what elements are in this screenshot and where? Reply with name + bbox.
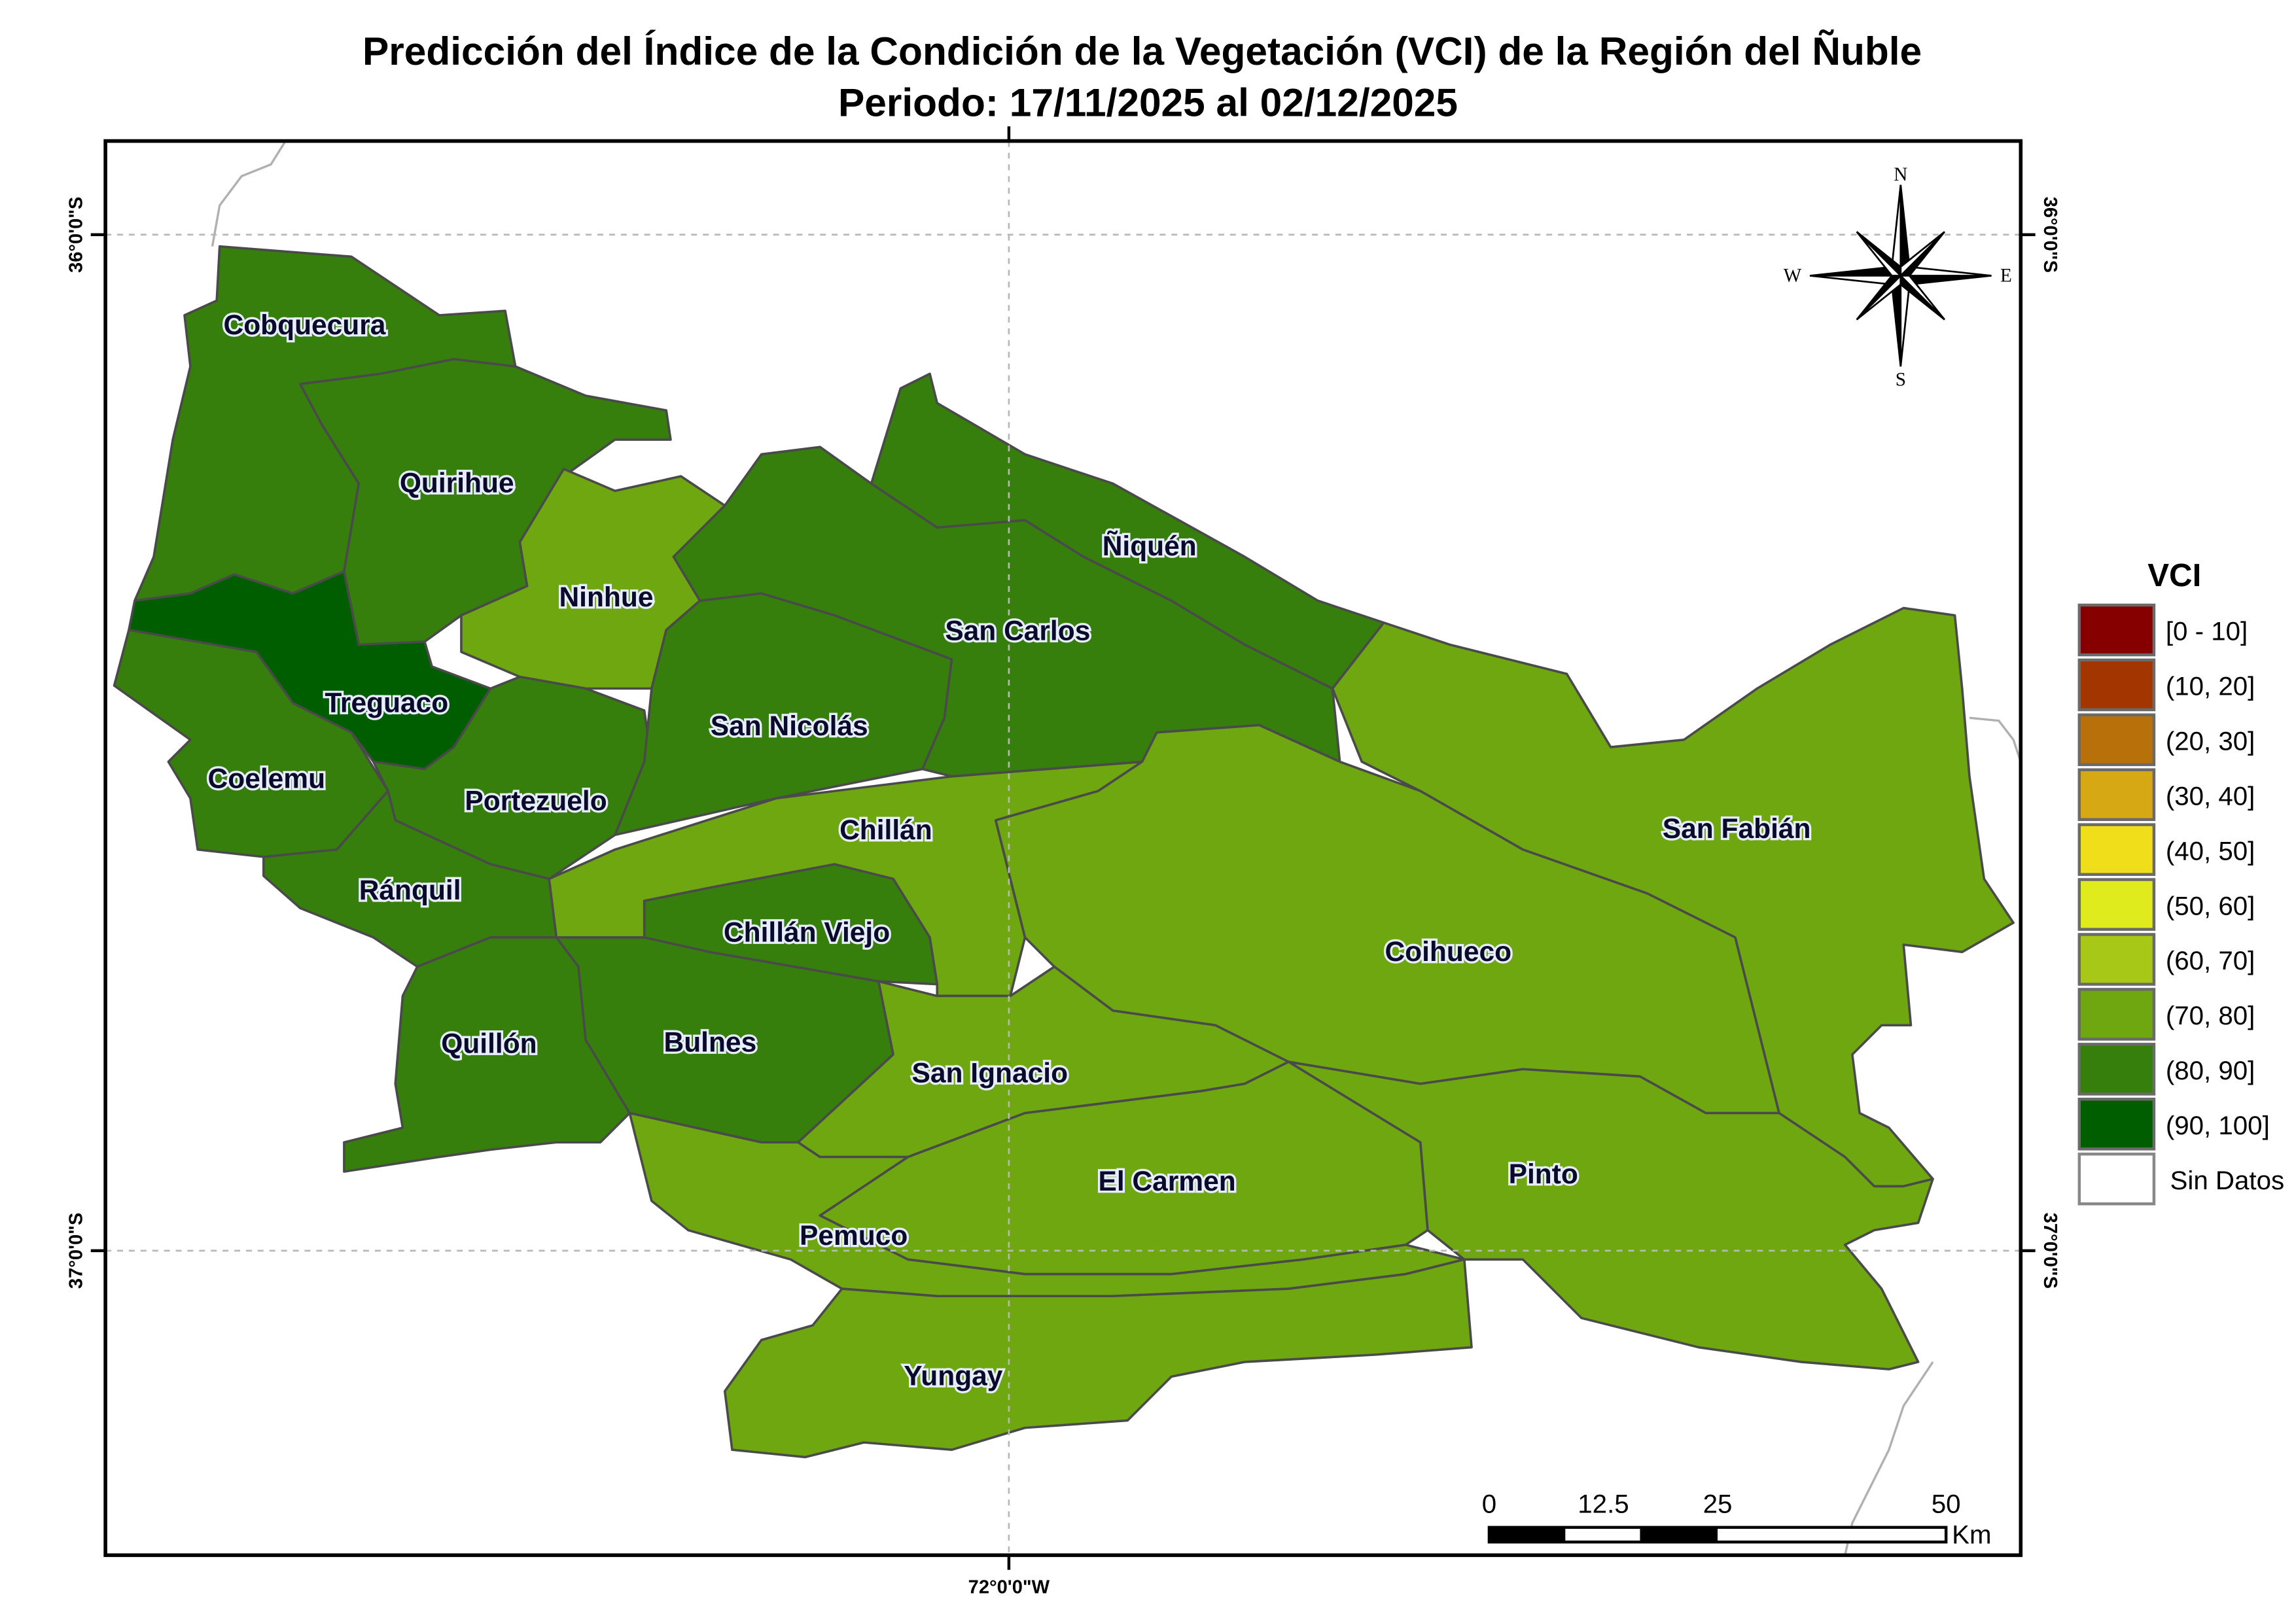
legend-swatch bbox=[2077, 823, 2156, 876]
legend-label: (40, 50] bbox=[2166, 836, 2255, 865]
lon-label-bottom: 72°0'0"W bbox=[968, 1577, 1050, 1598]
comuna-label-quirihue: Quirihue bbox=[400, 468, 514, 499]
east-label: E bbox=[2000, 265, 2012, 286]
legend-swatch bbox=[2077, 768, 2156, 822]
comuna-label-niquen: Ñiquén bbox=[1103, 531, 1197, 562]
south-label: S bbox=[1896, 369, 1906, 390]
map-title: Predicción del Índice de la Condición de… bbox=[362, 29, 1922, 73]
comuna-label-cobquecura: Cobquecura bbox=[224, 310, 386, 341]
comuna-label-coelemu: Coelemu bbox=[208, 764, 325, 795]
comuna-label-pinto: Pinto bbox=[1509, 1159, 1578, 1190]
legend-swatch bbox=[2077, 1152, 2156, 1206]
comuna-label-san-carlos: San Carlos bbox=[945, 616, 1090, 647]
scale-tick-0: 0 bbox=[1482, 1489, 1496, 1518]
legend-label: Sin Datos bbox=[2170, 1166, 2285, 1195]
legend-swatch bbox=[2077, 933, 2156, 986]
comuna-label-ninhue: Ninhue bbox=[559, 582, 653, 613]
comuna-label-quillon: Quillón bbox=[441, 1029, 537, 1060]
lat-label-right-top: 36°0'0"S bbox=[2040, 197, 2060, 273]
legend-label: (80, 90] bbox=[2166, 1056, 2255, 1085]
comuna-label-chillan: Chillán bbox=[839, 815, 932, 846]
lat-label-left-top: 36°0'0"S bbox=[65, 197, 86, 273]
lat-label-right-bottom: 37°0'0"S bbox=[2040, 1213, 2060, 1289]
scale-tick-50: 50 bbox=[1932, 1489, 1961, 1518]
map-subtitle: Periodo: 17/11/2025 al 02/12/2025 bbox=[838, 80, 1458, 125]
legend-label: (90, 100] bbox=[2166, 1111, 2270, 1140]
legend-swatch bbox=[2077, 988, 2156, 1041]
scale-tick-12.5: 12.5 bbox=[1578, 1489, 1629, 1518]
north-label: N bbox=[1894, 164, 1907, 185]
comuna-label-san-fabian: San Fabián bbox=[1663, 814, 1811, 845]
comuna-niquen bbox=[870, 372, 1385, 690]
comuna-pinto bbox=[1287, 1060, 1934, 1370]
west-label: W bbox=[1784, 265, 1802, 286]
lat-label-left-bottom: 37°0'0"S bbox=[65, 1213, 86, 1289]
north-arrow-icon: N S E W bbox=[1784, 164, 2012, 390]
comuna-label-portezuelo: Portezuelo bbox=[465, 786, 607, 816]
comuna-labels: Cobquecura Quirihue Ninhue Treguaco Coelemu P… bbox=[205, 308, 1813, 1395]
comuna-label-ranquil: Ránquil bbox=[359, 875, 461, 906]
comuna-label-san-ignacio: San Ignacio bbox=[912, 1058, 1069, 1089]
legend-label: (70, 80] bbox=[2166, 1001, 2255, 1030]
legend-label: (20, 30] bbox=[2166, 727, 2255, 756]
scale-unit: Km bbox=[1952, 1520, 1991, 1549]
legend-swatch bbox=[2077, 603, 2156, 657]
legend-label: (30, 40] bbox=[2166, 781, 2255, 811]
legend-swatch bbox=[2077, 1043, 2156, 1096]
comuna-pemuco bbox=[628, 1111, 1466, 1298]
legend-swatch bbox=[2077, 713, 2156, 767]
legend-title: VCI bbox=[2147, 557, 2201, 593]
legend-label: (10, 20] bbox=[2166, 672, 2255, 701]
comunas-layer bbox=[113, 245, 2015, 1459]
map-frame bbox=[103, 139, 2023, 1558]
scale-tick-25: 25 bbox=[1703, 1489, 1733, 1518]
legend: VCI [0 - 10] (10, 20] (20, 30] (30, 40] (40,… bbox=[2077, 557, 2285, 1206]
comuna-label-bulnes: Bulnes bbox=[664, 1028, 757, 1058]
comuna-label-pemuco: Pemuco bbox=[800, 1221, 908, 1251]
region-border-line bbox=[1969, 716, 2022, 762]
comuna-label-yungay: Yungay bbox=[904, 1361, 1003, 1392]
legend-swatch bbox=[2077, 658, 2156, 712]
comuna-yungay bbox=[723, 1258, 1473, 1459]
legend-swatch bbox=[2077, 1098, 2156, 1151]
comuna-label-coihueco: Coihueco bbox=[1385, 937, 1511, 968]
legend-label: (60, 70] bbox=[2166, 946, 2255, 975]
region-border-line bbox=[211, 140, 287, 247]
comuna-label-treguaco: Treguaco bbox=[325, 688, 448, 718]
comuna-label-san-nicolas: San Nicolás bbox=[711, 711, 868, 742]
scale-bar: 0 12.5 25 50 Km bbox=[1482, 1489, 1992, 1549]
legend-label: [0 - 10] bbox=[2166, 617, 2248, 646]
legend-swatch bbox=[2077, 878, 2156, 931]
legend-label: (50, 60] bbox=[2166, 891, 2255, 920]
comuna-label-chillan-viejo: Chillán Viejo bbox=[724, 918, 890, 949]
comuna-label-el-carmen: El Carmen bbox=[1098, 1166, 1235, 1197]
